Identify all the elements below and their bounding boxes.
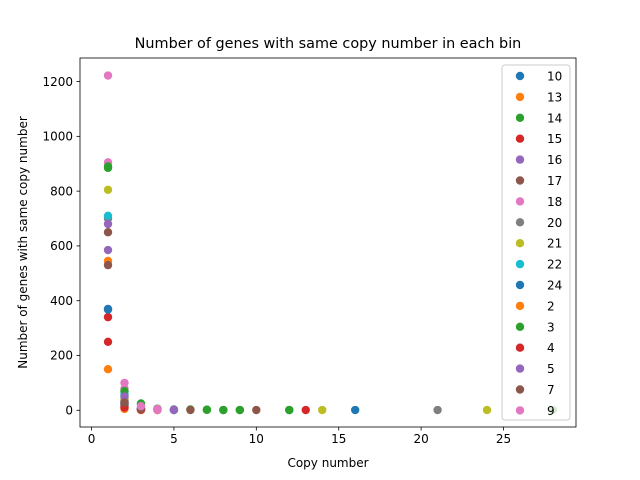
legend-label: 16 xyxy=(547,153,562,167)
legend-marker xyxy=(515,134,525,143)
data-point xyxy=(252,405,261,415)
legend-marker xyxy=(515,385,525,394)
legend-marker xyxy=(515,113,525,123)
data-point xyxy=(120,378,129,388)
data-point xyxy=(202,405,212,414)
legend-marker xyxy=(515,197,525,206)
data-point xyxy=(120,398,129,407)
data-point xyxy=(169,405,179,414)
legend-marker xyxy=(515,364,525,373)
data-point xyxy=(235,405,245,415)
legend-box xyxy=(501,64,571,421)
x-tick-label: 5 xyxy=(170,432,178,446)
legend-marker xyxy=(515,259,525,269)
x-tick-label: 15 xyxy=(331,432,346,446)
data-points xyxy=(103,71,558,415)
y-tick-label: 600 xyxy=(50,239,73,253)
legend-marker xyxy=(515,280,525,290)
data-point xyxy=(103,71,113,80)
x-axis-ticks: 0 5 10 15 20 25 xyxy=(88,427,511,446)
data-point xyxy=(153,404,162,414)
data-point xyxy=(103,211,113,220)
data-point xyxy=(136,401,146,411)
legend-label: 2 xyxy=(547,299,555,313)
data-point xyxy=(103,185,113,194)
legend-marker xyxy=(515,176,525,185)
legend: 10 13 14 15 16 17 18 20 21 22 24 2 3 4 5 7 9 xyxy=(501,64,571,421)
legend-label: 21 xyxy=(547,237,562,251)
legend-marker xyxy=(515,301,525,311)
y-tick-label: 400 xyxy=(50,294,73,308)
y-tick-label: 1000 xyxy=(42,130,73,144)
legend-label: 9 xyxy=(547,404,555,418)
legend-label: 15 xyxy=(547,132,562,146)
x-tick-label: 20 xyxy=(413,432,428,446)
legend-label: 18 xyxy=(547,195,562,209)
plot-area xyxy=(80,58,576,427)
data-point xyxy=(186,405,195,415)
data-point xyxy=(103,245,113,255)
legend-label: 13 xyxy=(547,90,562,104)
axes-background xyxy=(80,58,576,427)
legend-label: 5 xyxy=(547,362,555,376)
data-point xyxy=(103,260,113,270)
legend-marker xyxy=(515,71,525,81)
data-point xyxy=(103,219,113,229)
data-point xyxy=(350,405,360,415)
legend-label: 20 xyxy=(547,216,562,230)
legend-label: 22 xyxy=(547,258,562,272)
legend-marker xyxy=(515,343,525,352)
data-point xyxy=(103,337,113,347)
data-point xyxy=(103,305,113,314)
y-tick-label: 1200 xyxy=(42,75,73,89)
legend-marker xyxy=(515,92,525,102)
series-9 xyxy=(103,71,162,414)
data-point xyxy=(103,364,113,374)
x-axis-label: Copy number xyxy=(287,456,368,470)
legend-label: 7 xyxy=(547,383,555,397)
data-point xyxy=(433,405,442,415)
legend-label: 3 xyxy=(547,320,555,334)
axes-frame xyxy=(79,57,577,428)
data-point xyxy=(482,405,492,415)
data-point xyxy=(120,392,129,401)
data-point xyxy=(219,405,228,415)
y-tick-label: 0 xyxy=(65,403,73,417)
data-point xyxy=(103,228,113,237)
y-axis-ticks: 0 200 400 600 800 1000 1200 xyxy=(42,75,80,417)
data-point xyxy=(103,312,113,322)
legend-marker xyxy=(515,322,525,331)
y-tick-label: 200 xyxy=(50,349,73,363)
chart-title: Number of genes with same copy number in… xyxy=(135,36,522,52)
x-tick-label: 10 xyxy=(249,432,264,446)
data-point xyxy=(103,162,113,171)
legend-marker xyxy=(515,239,525,248)
legend-marker xyxy=(515,155,525,164)
legend-label: 4 xyxy=(547,341,555,355)
x-tick-label: 25 xyxy=(496,432,511,446)
legend-label: 24 xyxy=(547,279,562,293)
y-axis-label: Number of genes with same copy number xyxy=(16,116,30,369)
legend-label: 10 xyxy=(547,70,562,84)
legend-label: 14 xyxy=(547,111,562,125)
y-tick-label: 800 xyxy=(50,184,73,198)
legend-marker xyxy=(515,406,525,415)
data-point xyxy=(301,405,310,415)
data-point xyxy=(318,405,327,415)
legend-label: 17 xyxy=(547,174,562,188)
x-tick-label: 0 xyxy=(88,432,96,446)
data-point xyxy=(285,405,294,415)
legend-marker xyxy=(515,218,525,227)
